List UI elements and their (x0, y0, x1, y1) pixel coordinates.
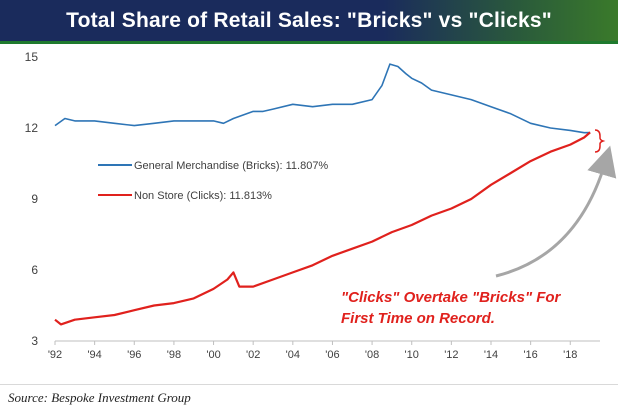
source-note: Source: Bespoke Investment Group (8, 390, 191, 405)
legend-label-bricks: General Merchandise (Bricks): 11.807% (134, 160, 328, 172)
x-tick-label: '98 (167, 349, 181, 361)
y-tick-label: 12 (25, 121, 39, 135)
x-tick-label: '08 (365, 349, 379, 361)
y-tick-label: 15 (25, 50, 39, 64)
x-tick-label: '02 (246, 349, 260, 361)
y-tick-label: 3 (31, 334, 38, 348)
x-tick-label: '14 (484, 349, 498, 361)
x-tick-label: '00 (206, 349, 220, 361)
series-line-clicks (54, 131, 591, 326)
x-tick-label: '04 (286, 349, 300, 361)
x-axis-ticks: '92 '94 '96 '98 '00 '02 '04 '06 '08 '10 '12 '14 '16 '… (48, 341, 577, 361)
chart: '92 '94 '96 '98 '00 '02 '04 '06 '08 '10 '12 '14 '16 '… (25, 50, 617, 361)
legend: General Merchandise (Bricks): 11.807% No… (98, 160, 328, 202)
x-tick-label: '94 (87, 349, 101, 361)
x-tick-label: '10 (405, 349, 419, 361)
series-line-bricks (54, 63, 591, 134)
y-tick-label: 6 (31, 263, 38, 277)
x-tick-label: '12 (444, 349, 458, 361)
series-lines (54, 63, 591, 326)
annotation-line-2: First Time on Record. (341, 310, 495, 327)
footer-divider (0, 384, 618, 385)
x-tick-label: '96 (127, 349, 141, 361)
page-title: Total Share of Retail Sales: "Bricks" vs… (66, 8, 552, 32)
legend-label-clicks: Non Store (Clicks): 11.813% (134, 190, 272, 202)
annotation-arrow (495, 145, 617, 278)
annotation-line-1: "Clicks" Overtake "Bricks" For (341, 289, 562, 306)
bracket-marker (594, 129, 606, 153)
x-tick-label: '92 (48, 349, 62, 361)
x-tick-label: '06 (325, 349, 339, 361)
y-axis-ticks: 3 6 9 12 15 (25, 50, 39, 348)
title-bar: Total Share of Retail Sales: "Bricks" vs… (0, 0, 618, 44)
y-tick-label: 9 (31, 192, 38, 206)
x-tick-label: '18 (563, 349, 577, 361)
x-tick-label: '16 (523, 349, 537, 361)
